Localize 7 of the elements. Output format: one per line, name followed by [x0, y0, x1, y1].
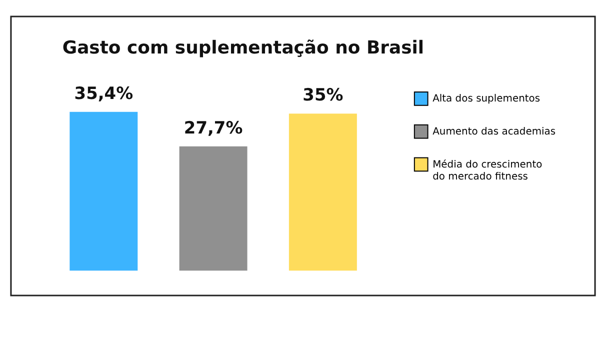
data-label: 27,7%	[184, 117, 243, 138]
data-label: 35,4%	[74, 82, 134, 103]
legend-label: Média do crescimento do mercado fitness	[432, 159, 542, 182]
legend-label: Aumento das academias	[432, 126, 556, 138]
legend-label: Alta dos suplementos	[432, 94, 540, 105]
data-label: 35%	[302, 84, 344, 105]
chart-title: Gasto com suplementação no Brasil	[62, 38, 424, 59]
